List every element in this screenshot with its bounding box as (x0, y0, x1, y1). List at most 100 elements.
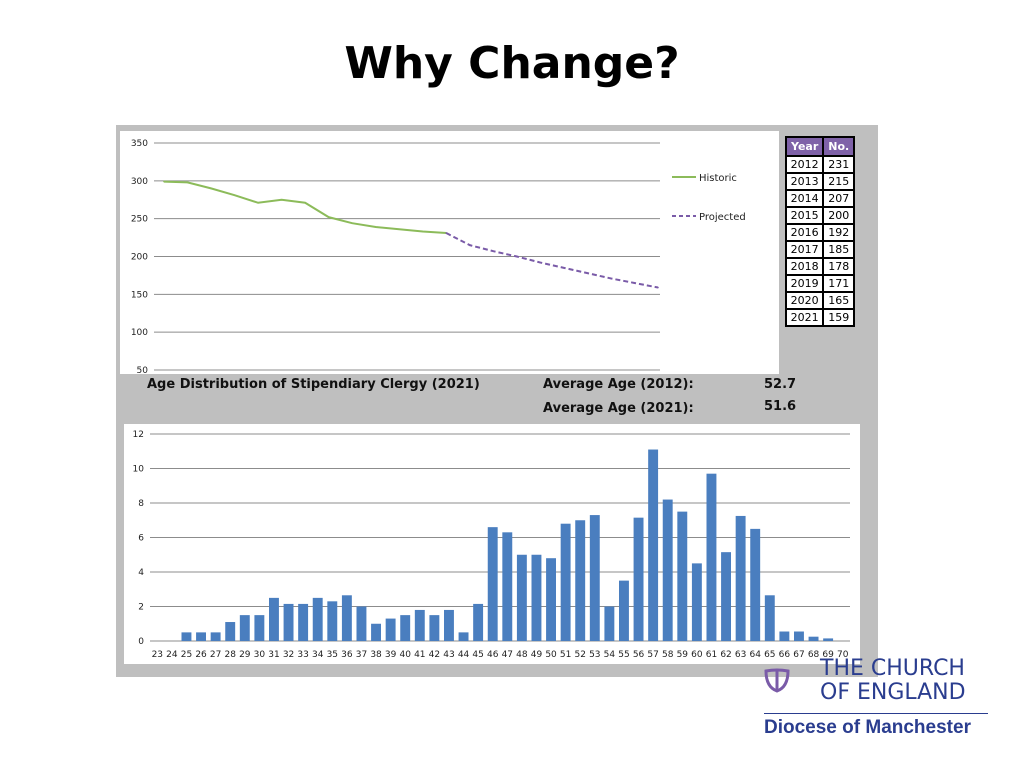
data-point (657, 286, 659, 289)
x-tick-label: 41 (414, 650, 425, 660)
table-row: 2019 171 (784, 274, 856, 293)
y-tick-label: 10 (133, 465, 145, 475)
x-tick-label: 49 (531, 650, 543, 660)
data-point (186, 181, 189, 184)
x-tick-label: 51 (560, 650, 571, 660)
bar (225, 622, 236, 641)
bar (473, 603, 484, 641)
x-tick-label: 67 (793, 650, 804, 660)
y-tick-label: 12 (133, 430, 144, 440)
data-point (492, 250, 495, 253)
y-tick-label: 200 (131, 253, 148, 263)
bar (312, 597, 323, 641)
x-tick-label: 64 (749, 650, 761, 660)
bar (502, 532, 513, 641)
church-of-england-logo: THE CHURCH OF ENGLAND Diocese of Manches… (760, 655, 988, 745)
data-point (445, 232, 448, 234)
line-chart-svg: 50 100 150 200 250 300 350 Historic Projected (131, 139, 746, 376)
x-tick-label: 27 (210, 650, 221, 660)
table-row: 2021 159 (784, 308, 856, 327)
x-tick-label: 60 (691, 650, 703, 660)
avg-age-2012-value: 52.7 (764, 377, 797, 392)
bar (794, 631, 804, 641)
table-row: 2018 178 (784, 257, 856, 276)
data-point (374, 226, 377, 228)
series-line-historic (163, 180, 447, 235)
bar (823, 638, 834, 641)
x-tick-label: 44 (458, 650, 470, 660)
x-tick-label: 63 (735, 650, 746, 660)
x-tick-label: 55 (618, 650, 629, 660)
y-tick-label: 0 (138, 637, 144, 647)
bar (444, 609, 454, 641)
bar (589, 515, 600, 641)
bar (662, 499, 673, 641)
avg-age-2021-value: 51.6 (764, 399, 797, 414)
bar (385, 618, 396, 641)
bar (298, 603, 309, 641)
table-row: 2020 165 (784, 291, 856, 310)
x-tick-label: 38 (370, 650, 382, 660)
table-cell-number: 185 (822, 240, 856, 259)
table-cell-number: 178 (822, 257, 856, 276)
cross-icon (764, 668, 790, 693)
bar (575, 520, 586, 641)
bar (371, 623, 381, 641)
bar (327, 601, 338, 641)
bar (721, 552, 731, 641)
table-cell-year: 2017 (784, 240, 825, 259)
table-cell-year: 2014 (784, 189, 825, 208)
table-row: 2014 207 (784, 189, 856, 208)
data-point (280, 198, 283, 201)
x-tick-label: 66 (779, 650, 791, 660)
brand-name-line1: THE CHURCH (820, 656, 965, 681)
bar (808, 636, 819, 641)
data-point (327, 216, 330, 218)
table-cell-number: 171 (822, 274, 856, 293)
x-tick-label: 29 (239, 650, 251, 660)
x-tick-label: 25 (181, 650, 192, 660)
y-tick-label: 250 (131, 215, 148, 225)
legend-label: Historic (699, 173, 737, 184)
age-distribution-bar-chart: 0 2 4 6 8 10 12 23 24 25 26 27 28 29 30 31 32 33 34 35 36 37 3… (124, 424, 860, 664)
x-tick-label: 32 (283, 650, 294, 660)
data-point (257, 201, 259, 204)
table-cell-number: 207 (822, 189, 856, 208)
bar (516, 554, 527, 641)
x-tick-label: 53 (589, 650, 600, 660)
table-cell-year: 2013 (784, 172, 825, 191)
x-tick-label: 62 (720, 650, 731, 660)
table-cell-year: 2020 (784, 291, 825, 310)
avg-age-2021-label: Average Age (2021): (543, 401, 694, 416)
bar (429, 615, 440, 641)
bar (254, 615, 265, 641)
bar (414, 609, 425, 641)
bar (560, 523, 571, 641)
distribution-title: Age Distribution of Stipendiary Clergy (… (147, 377, 480, 392)
table-cell-number: 231 (822, 155, 856, 174)
data-point (516, 255, 518, 258)
bar (341, 595, 352, 641)
x-tick-label: 42 (429, 650, 440, 660)
bar (181, 632, 192, 641)
table-cell-number: 200 (822, 206, 856, 225)
bar (735, 515, 746, 641)
bar (633, 517, 644, 641)
table-cell-year: 2016 (784, 223, 825, 242)
x-tick-label: 57 (647, 650, 658, 660)
table-cell-year: 2012 (784, 155, 825, 174)
bar (531, 554, 542, 641)
x-tick-label: 56 (633, 650, 645, 660)
x-tick-label: 30 (254, 650, 266, 660)
table-row: 2013 215 (784, 172, 856, 191)
table-cell-year: 2018 (784, 257, 825, 276)
y-tick-label: 300 (131, 177, 148, 187)
data-point (398, 228, 401, 231)
x-tick-label: 40 (399, 650, 411, 660)
brand-divider (764, 713, 988, 714)
x-tick-label: 35 (327, 650, 338, 660)
bar (764, 595, 775, 641)
y-tick-label: 150 (131, 290, 148, 300)
x-tick-label: 68 (808, 650, 820, 660)
x-tick-label: 50 (545, 650, 557, 660)
